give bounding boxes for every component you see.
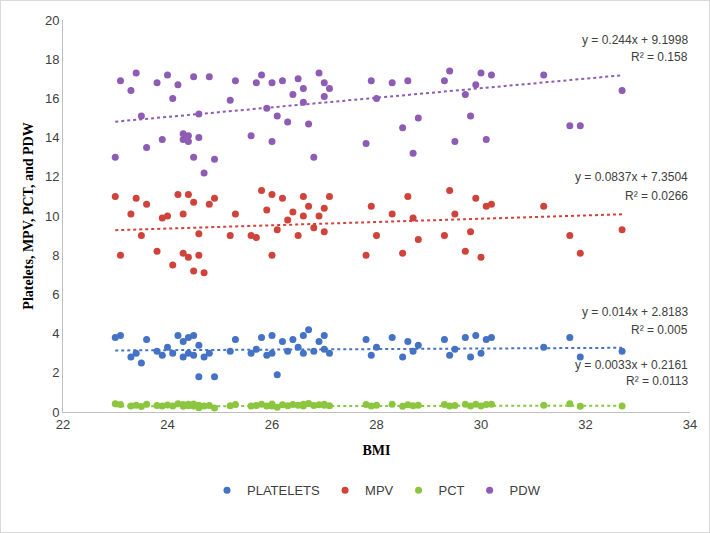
svg-text:y = 0.014x + 2.8183: y = 0.014x + 2.8183 xyxy=(582,305,688,319)
svg-text:PDW: PDW xyxy=(510,483,541,498)
svg-text:y = 0.244x + 9.1998: y = 0.244x + 9.1998 xyxy=(582,33,688,47)
svg-text:y = 0.0033x + 0.2161: y = 0.0033x + 0.2161 xyxy=(575,358,688,372)
svg-text:R² = 0.0113: R² = 0.0113 xyxy=(626,374,688,388)
svg-text:22: 22 xyxy=(56,417,70,432)
svg-text:R² = 0.158: R² = 0.158 xyxy=(631,50,688,64)
svg-text:8: 8 xyxy=(52,248,59,263)
svg-text:16: 16 xyxy=(45,91,59,106)
svg-text:26: 26 xyxy=(265,417,279,432)
svg-text:0: 0 xyxy=(52,405,59,420)
svg-text:18: 18 xyxy=(45,52,59,67)
svg-text:32: 32 xyxy=(578,417,592,432)
svg-text:30: 30 xyxy=(474,417,488,432)
svg-text:PCT: PCT xyxy=(439,483,465,498)
svg-text:R² = 0.0266: R² = 0.0266 xyxy=(625,189,688,203)
svg-text:34: 34 xyxy=(683,417,697,432)
svg-text:6: 6 xyxy=(52,287,59,302)
svg-text:24: 24 xyxy=(160,417,174,432)
svg-text:14: 14 xyxy=(45,130,59,145)
svg-text:R² = 0.005: R² = 0.005 xyxy=(631,323,688,337)
svg-text:MPV: MPV xyxy=(365,483,394,498)
svg-text:20: 20 xyxy=(45,13,59,28)
svg-text:4: 4 xyxy=(52,326,59,341)
svg-text:BMI: BMI xyxy=(363,443,391,458)
svg-text:28: 28 xyxy=(369,417,383,432)
svg-text:y = 0.0837x + 7.3504: y = 0.0837x + 7.3504 xyxy=(575,170,688,184)
svg-text:PLATELETS: PLATELETS xyxy=(247,483,320,498)
svg-text:Platelets, MPV, PCT, and PDW: Platelets, MPV, PCT, and PDW xyxy=(21,122,36,309)
svg-text:12: 12 xyxy=(45,169,59,184)
svg-text:2: 2 xyxy=(52,365,59,380)
svg-text:10: 10 xyxy=(45,209,59,224)
